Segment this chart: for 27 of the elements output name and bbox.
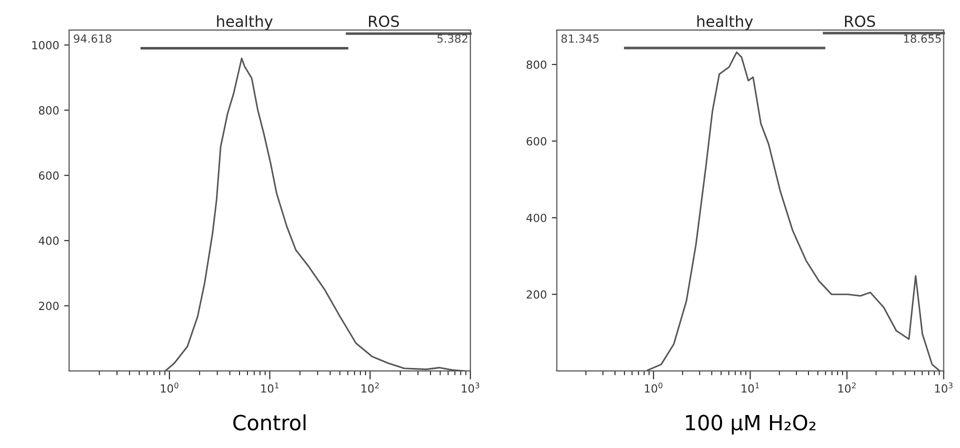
- x-axis-title: 100 μM H₂O₂: [686, 414, 816, 434]
- y-tick-label: 400: [526, 214, 546, 222]
- y-tick-label: 800: [38, 106, 59, 115]
- y-tick-label: 200: [39, 302, 59, 310]
- y-tick-label: 800: [526, 60, 546, 69]
- x-axis-title: Control: [233, 414, 306, 430]
- series-label: ROS: [368, 16, 399, 28]
- series-label: ROS: [845, 16, 876, 28]
- x-tick-label: 10$^{0}$: [160, 382, 178, 393]
- x-tick-label: 10$^{3}$: [462, 382, 480, 393]
- y-tick-label: 1000: [32, 40, 59, 50]
- x-tick-label: 10$^{0}$: [644, 382, 662, 393]
- annotation: 5.382: [437, 34, 468, 43]
- annotation: 94.618: [74, 34, 112, 43]
- y-tick-label: 200: [526, 290, 546, 299]
- y-tick-label: 600: [526, 137, 546, 146]
- x-tick-label: 10$^{1}$: [742, 382, 759, 393]
- x-tick-label: 10$^{2}$: [838, 382, 856, 393]
- y-tick-label: 400: [38, 236, 59, 245]
- series-label: healthy: [217, 15, 273, 30]
- x-tick-label: 10$^{1}$: [261, 382, 278, 393]
- series-label: healthy: [697, 15, 753, 30]
- annotation: 18.655: [904, 34, 941, 43]
- x-tick-label: 10$^{2}$: [362, 382, 379, 393]
- y-tick-label: 600: [38, 171, 59, 180]
- x-tick-label: 10$^{3}$: [935, 382, 952, 393]
- annotation: 81.345: [561, 34, 599, 43]
